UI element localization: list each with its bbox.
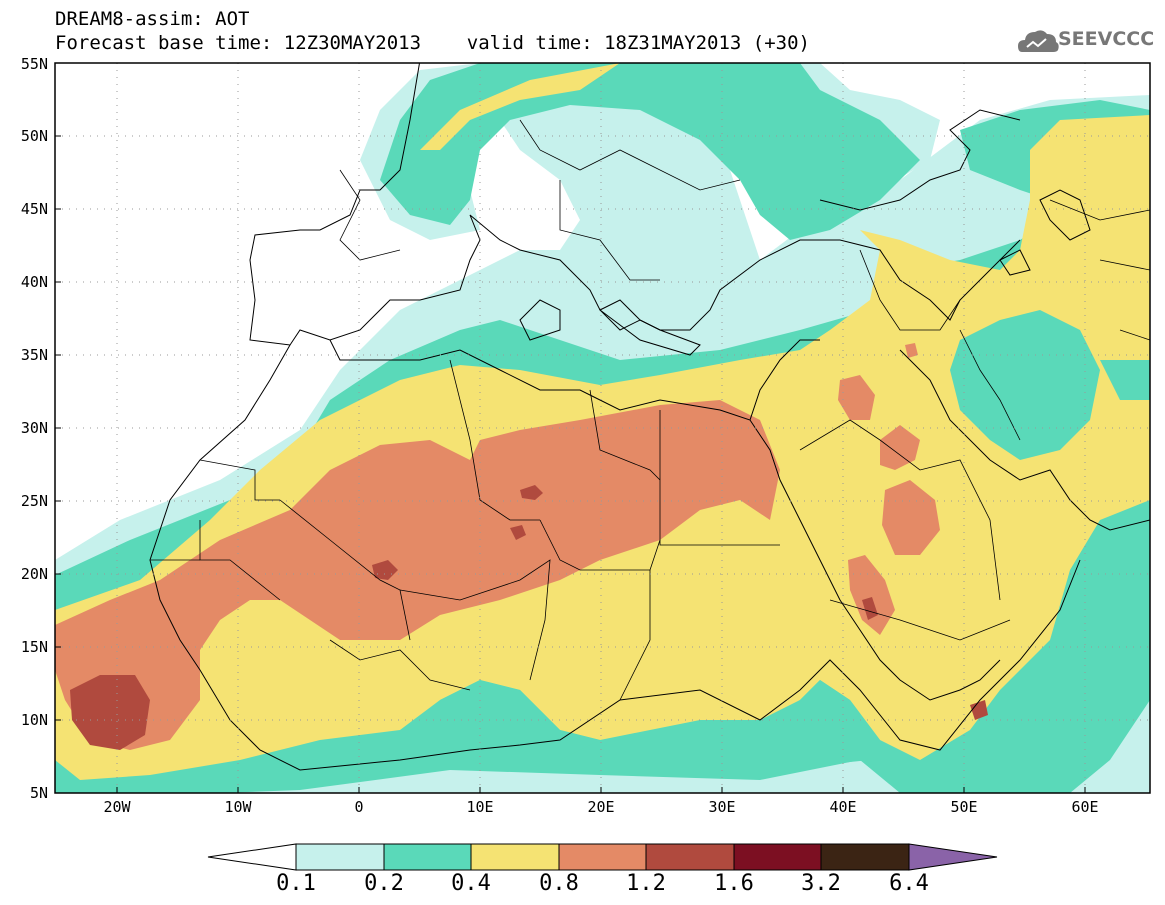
colorbar-label: 6.4 [889,871,929,896]
colorbar-under-arrow [207,843,297,871]
lon-label: 40E [829,798,857,816]
lon-label: 10W [224,798,252,816]
colorbar-label: 0.4 [451,871,491,896]
lat-label: 40N [20,273,48,291]
graticule [55,63,1150,793]
cloud-icon [1018,30,1059,52]
colorbar-label: 3.2 [801,871,841,896]
lat-label: 10N [20,711,48,729]
lat-label: 25N [20,492,48,510]
lat-label: 45N [20,200,48,218]
colorbar-label: 0.1 [276,871,316,896]
colorbar-box-0.1 [295,843,385,871]
lat-label: 35N [20,346,48,364]
forecast-time-line: Forecast base time: 12Z30MAY2013 valid t… [55,32,810,54]
lon-label: 50E [950,798,978,816]
colorbar-box-1.6 [733,843,822,871]
colorbar-label: 0.2 [364,871,404,896]
lon-label: 20W [103,798,131,816]
lat-label: 20N [20,565,48,583]
seevccc-logo-text: SEEVCCC [1058,28,1155,50]
colorbar-box-3.2 [820,843,910,871]
lat-label: 50N [20,127,48,145]
colorbar-over-arrow [908,843,998,871]
map-title: DREAM8-assim: AOT [55,8,250,30]
lat-label: 5N [29,784,48,802]
axis-ticks [55,62,1086,793]
lat-label: 15N [20,638,48,656]
lat-label: 55N [20,55,48,73]
country-borders [150,119,1150,701]
lon-label: 10E [466,798,494,816]
lon-label: 0 [354,798,364,816]
coastlines [149,63,1150,771]
colorbar-box-1.2 [645,843,735,871]
colorbar-box-0.2 [383,843,472,871]
colorbar-label: 0.8 [539,871,579,896]
colorbar [207,843,998,871]
aot-contour-0.2-inner [440,310,1150,765]
lat-label: 30N [20,419,48,437]
lon-label: 20E [587,798,615,816]
colorbar-label: 1.2 [626,871,666,896]
colorbar-label: 1.6 [714,871,754,896]
lon-label: 60E [1071,798,1099,816]
colorbar-box-0.4 [470,843,560,871]
aot-contour-1.2 [70,485,988,750]
colorbar-box-0.8 [558,843,647,871]
lon-label: 30E [708,798,736,816]
